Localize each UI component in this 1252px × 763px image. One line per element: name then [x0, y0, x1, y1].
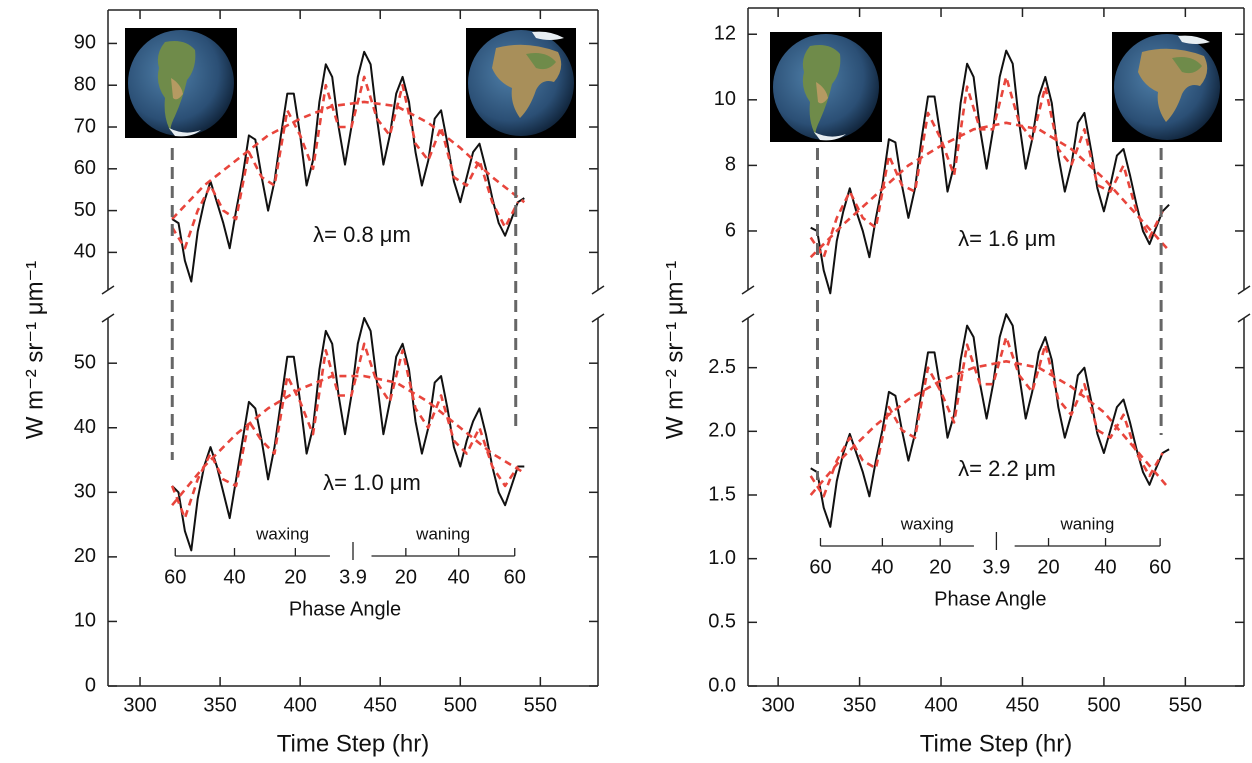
- globe-image: [125, 28, 237, 138]
- inset-tick-label: 40: [1094, 556, 1116, 578]
- annotation: λ= 1.0 μm: [323, 470, 421, 495]
- inset-tick-label: 40: [871, 556, 893, 578]
- y-tick-label: 20: [74, 545, 96, 567]
- y-tick-label: 50: [74, 351, 96, 373]
- y-tick-label: 80: [74, 74, 96, 96]
- axis-break: [741, 285, 755, 295]
- fit-line: [809, 360, 1171, 496]
- y-tick-label: 50: [74, 199, 96, 221]
- fit-line: [809, 335, 1164, 498]
- fit-line: [171, 374, 525, 507]
- inset-text: waning: [1059, 514, 1114, 533]
- y-tick-label: 1.5: [708, 483, 736, 505]
- inset-tick-label: 60: [164, 566, 186, 588]
- inset-tick-label: 20: [284, 566, 306, 588]
- globe-image: [1112, 32, 1222, 142]
- y-axis-label: W m⁻² sr⁻¹ μm⁻¹: [661, 261, 688, 439]
- x-axis-label: Time Step (hr): [277, 730, 429, 757]
- x-tick-label: 500: [444, 694, 477, 716]
- globe-image: [770, 32, 882, 142]
- fit-line: [809, 121, 1171, 259]
- x-tick-label: 550: [1169, 694, 1202, 716]
- x-tick-label: 450: [364, 694, 397, 716]
- x-tick-label: 350: [203, 694, 236, 716]
- y-tick-label: 0: [85, 674, 96, 696]
- y-tick-label: 1.0: [708, 547, 736, 569]
- y-tick-label: 0.0: [708, 674, 736, 696]
- data-line: [810, 313, 1170, 528]
- annotation: λ= 2.2 μm: [958, 456, 1056, 481]
- annotation: λ= 0.8 μm: [313, 222, 411, 247]
- annotation: λ= 1.6 μm: [958, 226, 1056, 251]
- x-axis-label: Time Step (hr): [920, 730, 1072, 757]
- axis-break: [741, 313, 755, 323]
- inset-tick-label: 60: [1149, 556, 1171, 578]
- x-tick-label: 400: [924, 694, 957, 716]
- x-tick-label: 300: [761, 694, 794, 716]
- y-tick-label: 60: [74, 157, 96, 179]
- x-tick-label: 400: [283, 694, 316, 716]
- inset-label: Phase Angle: [934, 588, 1046, 610]
- y-tick-label: 2.5: [708, 356, 736, 378]
- inset-tick-label: 3.9: [339, 566, 367, 588]
- axis-break: [591, 285, 605, 295]
- inset-tick-label: 3.9: [983, 556, 1011, 578]
- fit-line: [170, 75, 520, 250]
- inset-tick-label: 20: [1037, 556, 1059, 578]
- y-axis-label: W m⁻² sr⁻¹ μm⁻¹: [21, 261, 48, 439]
- x-tick-label: 550: [524, 694, 557, 716]
- x-tick-label: 450: [1006, 694, 1039, 716]
- y-tick-label: 90: [74, 32, 96, 54]
- y-tick-label: 40: [74, 416, 96, 438]
- x-tick-label: 300: [123, 694, 156, 716]
- axis-break: [1237, 285, 1251, 295]
- y-tick-label: 40: [74, 241, 96, 263]
- inset-text: waxing: [255, 524, 309, 543]
- y-tick-label: 0.5: [708, 611, 736, 633]
- y-tick-label: 70: [74, 115, 96, 137]
- inset-tick-label: 40: [223, 566, 245, 588]
- inset-label: Phase Angle: [289, 598, 401, 620]
- inset-tick-label: 60: [504, 566, 526, 588]
- data-line: [810, 49, 1170, 295]
- fit-line: [809, 75, 1164, 259]
- axis-break: [101, 313, 115, 323]
- y-tick-label: 2.0: [708, 420, 736, 442]
- y-tick-label: 6: [725, 219, 736, 241]
- axis-break: [591, 313, 605, 323]
- y-tick-label: 10: [74, 610, 96, 632]
- inset-tick-label: 40: [448, 566, 470, 588]
- data-line: [171, 50, 525, 283]
- inset-tick-label: 60: [809, 556, 831, 578]
- inset-text: waning: [415, 524, 470, 543]
- globe-image: [466, 28, 576, 138]
- data-line: [171, 317, 525, 552]
- inset-tick-label: 20: [395, 566, 417, 588]
- y-tick-label: 8: [725, 154, 736, 176]
- axis-break: [101, 285, 115, 295]
- y-tick-label: 10: [714, 88, 736, 110]
- inset-tick-label: 20: [929, 556, 951, 578]
- axis-break: [1237, 313, 1251, 323]
- inset-text: waxing: [900, 514, 954, 533]
- y-tick-label: 12: [714, 23, 736, 45]
- x-tick-label: 500: [1087, 694, 1120, 716]
- x-tick-label: 350: [843, 694, 876, 716]
- y-tick-label: 30: [74, 481, 96, 503]
